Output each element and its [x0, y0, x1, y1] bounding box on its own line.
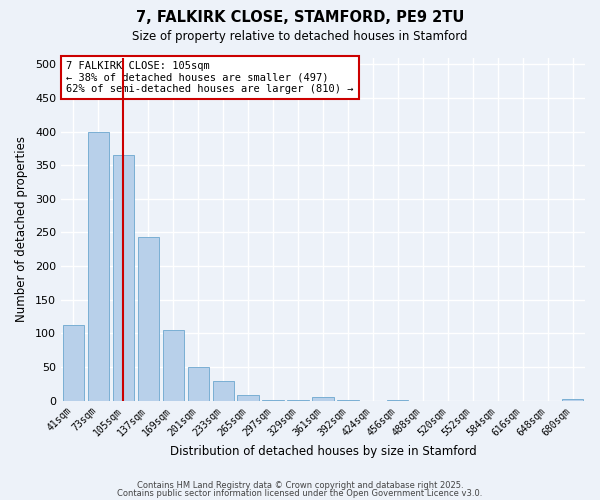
Bar	[163, 330, 184, 400]
Text: Contains public sector information licensed under the Open Government Licence v3: Contains public sector information licen…	[118, 488, 482, 498]
Bar	[88, 132, 109, 400]
Text: 7 FALKIRK CLOSE: 105sqm
← 38% of detached houses are smaller (497)
62% of semi-d: 7 FALKIRK CLOSE: 105sqm ← 38% of detache…	[66, 61, 353, 94]
Y-axis label: Number of detached properties: Number of detached properties	[15, 136, 28, 322]
Bar	[63, 324, 84, 400]
Text: 7, FALKIRK CLOSE, STAMFORD, PE9 2TU: 7, FALKIRK CLOSE, STAMFORD, PE9 2TU	[136, 10, 464, 25]
Bar	[113, 155, 134, 400]
Bar	[238, 396, 259, 400]
X-axis label: Distribution of detached houses by size in Stamford: Distribution of detached houses by size …	[170, 444, 476, 458]
Text: Contains HM Land Registry data © Crown copyright and database right 2025.: Contains HM Land Registry data © Crown c…	[137, 481, 463, 490]
Bar	[313, 398, 334, 400]
Bar	[212, 380, 234, 400]
Bar	[137, 237, 159, 400]
Bar	[188, 367, 209, 400]
Text: Size of property relative to detached houses in Stamford: Size of property relative to detached ho…	[132, 30, 468, 43]
